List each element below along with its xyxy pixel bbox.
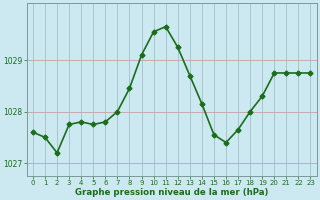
X-axis label: Graphe pression niveau de la mer (hPa): Graphe pression niveau de la mer (hPa)	[75, 188, 268, 197]
